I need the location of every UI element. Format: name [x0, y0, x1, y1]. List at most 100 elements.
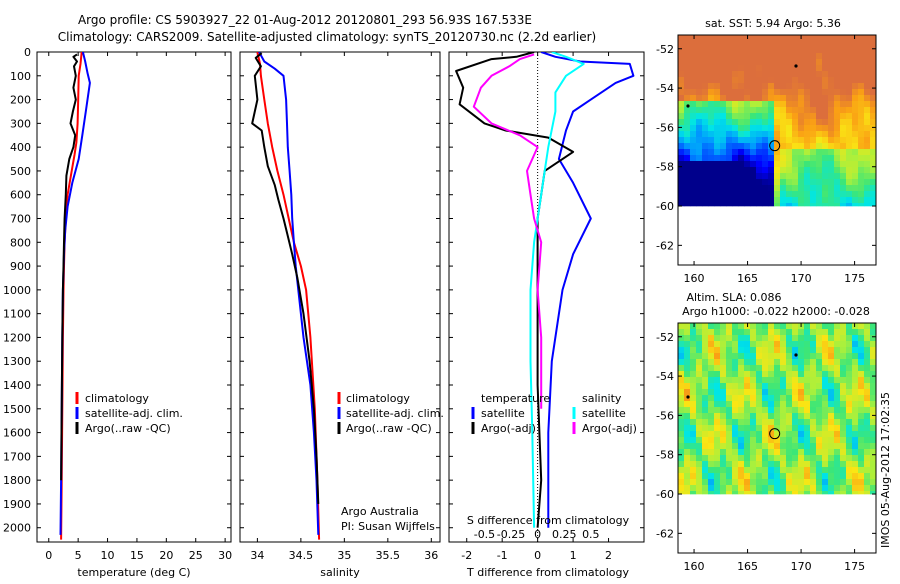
map-cell [726, 371, 733, 378]
map-cell [840, 491, 847, 495]
map-cell [822, 161, 829, 168]
map-cell [684, 161, 691, 168]
map-cell [816, 383, 823, 390]
map-cell [750, 347, 757, 354]
map-cell [822, 347, 829, 354]
map-cell [780, 491, 787, 495]
map-cell [690, 419, 697, 426]
map-cell [678, 143, 685, 150]
map-cell [768, 191, 775, 198]
map-cell [870, 377, 877, 384]
map-cell [732, 35, 739, 42]
map-cell [702, 119, 709, 126]
map-cell [732, 119, 739, 126]
map-cell [762, 347, 769, 354]
map-cell [804, 455, 811, 462]
map-cell [768, 443, 775, 450]
map-cell [684, 323, 691, 330]
map-cell [780, 191, 787, 198]
map-cell [840, 83, 847, 90]
map-cell [756, 461, 763, 468]
map-cell [870, 389, 877, 396]
map-cell [750, 329, 757, 336]
map-cell [738, 365, 745, 372]
map-cell [834, 467, 841, 474]
map-cell [822, 77, 829, 84]
map-cell [684, 419, 691, 426]
map-cell [726, 131, 733, 138]
map-cell [852, 485, 859, 492]
map-cell [792, 203, 799, 207]
map-cell [804, 467, 811, 474]
map-cell [726, 347, 733, 354]
map-cell [690, 53, 697, 60]
map-cell [756, 83, 763, 90]
map-cell [846, 131, 853, 138]
map-cell [864, 83, 871, 90]
map-cell [852, 431, 859, 438]
map-cell [726, 191, 733, 198]
map-cell [870, 107, 877, 114]
map-cell [816, 329, 823, 336]
y-tick-label: 200 [10, 94, 31, 107]
map-cell [804, 437, 811, 444]
map-cell [684, 65, 691, 72]
map-y-tick-label: -58 [656, 161, 674, 174]
map-cell [762, 95, 769, 102]
map-cell [690, 323, 697, 330]
map-cell [690, 341, 697, 348]
map-cell [816, 47, 823, 54]
map-cell [708, 71, 715, 78]
map-cell [696, 41, 703, 48]
map-cell [846, 35, 853, 42]
map-cell [762, 143, 769, 150]
map-cell [726, 383, 733, 390]
map-cell [738, 437, 745, 444]
map-cell [756, 425, 763, 432]
map-cell [714, 41, 721, 48]
argo-float-marker[interactable] [769, 140, 781, 152]
map-cell [816, 83, 823, 90]
map-cell [774, 341, 781, 348]
map-cell [714, 413, 721, 420]
map-cell [858, 47, 865, 54]
map-cell [828, 353, 835, 360]
map-cell [798, 47, 805, 54]
map-cell [798, 101, 805, 108]
map-cell [804, 53, 811, 60]
map-cell [810, 371, 817, 378]
map-cell [834, 101, 841, 108]
map-cell [714, 407, 721, 414]
map-cell [870, 431, 877, 438]
map-cell [732, 323, 739, 330]
map-cell [810, 197, 817, 204]
map-cell [762, 401, 769, 408]
map-cell [834, 395, 841, 402]
map-cell [792, 125, 799, 132]
map-cell [816, 461, 823, 468]
map-cell [786, 365, 793, 372]
map-cell [780, 149, 787, 156]
map-cell [840, 449, 847, 456]
x-tick-label: 36 [424, 549, 438, 562]
map-cell [750, 491, 757, 495]
map-cell [696, 89, 703, 96]
map-cell [864, 41, 871, 48]
map-cell [834, 155, 841, 162]
argo-float-marker[interactable] [769, 428, 781, 440]
map-cell [798, 443, 805, 450]
sst-map-cells [678, 35, 877, 207]
map-cell [870, 347, 877, 354]
map-cell [678, 437, 685, 444]
map-cell [750, 77, 757, 84]
map-cell [714, 479, 721, 486]
map-cell [720, 353, 727, 360]
map-cell [750, 449, 757, 456]
map-cell [702, 401, 709, 408]
map-cell [780, 41, 787, 48]
temperature-x-ticks: 0 5 10 15 20 25 30 [45, 52, 232, 562]
map-cell [780, 377, 787, 384]
y-tick-label: 1800 [3, 474, 31, 487]
map-cell [690, 155, 697, 162]
map-cell [804, 107, 811, 114]
